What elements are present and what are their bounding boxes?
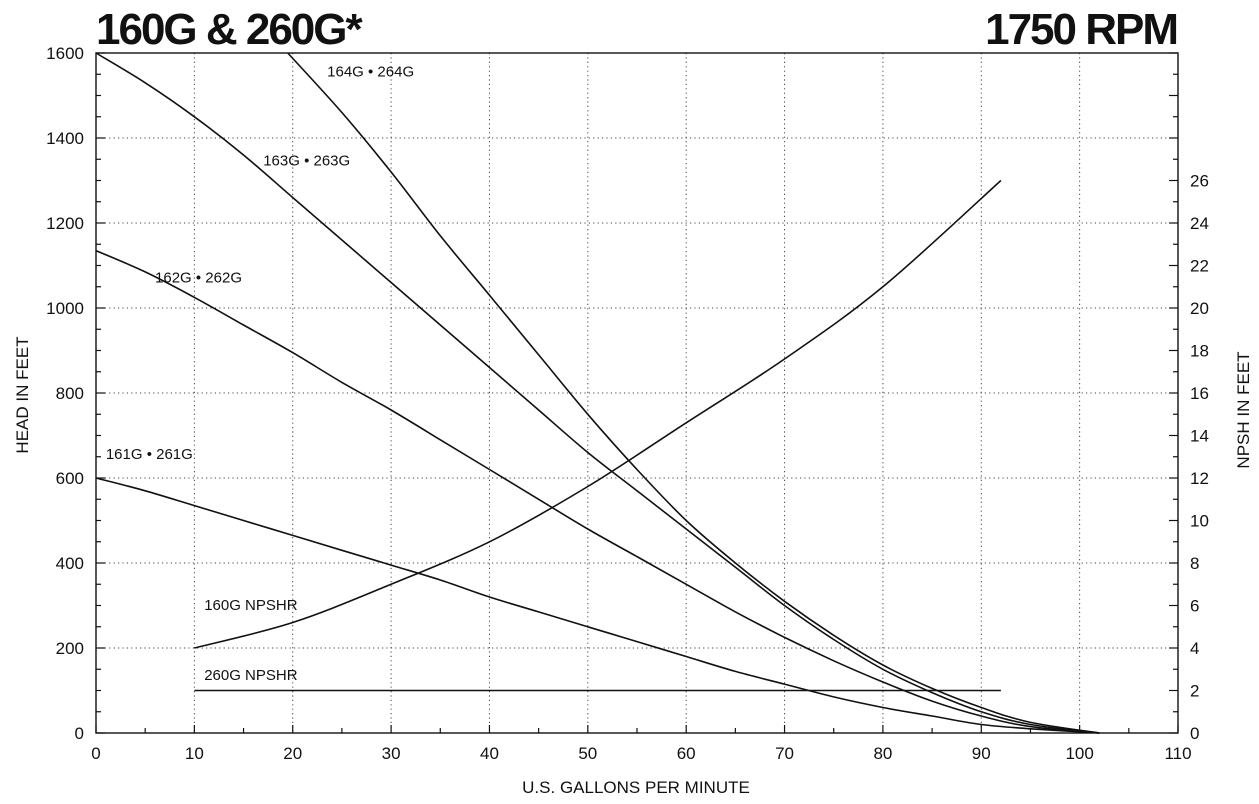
y-right-tick-label: 26 [1190,172,1209,191]
series-line-160g-npshr [194,179,1002,649]
x-tick-label: 80 [873,744,892,763]
y-left-tick-label: 1000 [46,299,84,318]
x-tick-label: 40 [480,744,499,763]
curve-label: 161G • 261G [106,446,193,463]
x-tick-label: 70 [775,744,794,763]
y-right-tick-label: 0 [1190,724,1199,743]
y-right-tick-label: 18 [1190,342,1209,361]
curve-labels: 164G • 264G 163G • 263G 162G • 262G 161G • … [106,63,414,684]
x-tick-label: 20 [283,744,302,763]
curve-label: 163G • 263G [263,153,350,170]
x-tick-label: 110 [1164,744,1191,763]
y-right-tick-label: 10 [1190,512,1209,531]
series-line-162g-262g [95,249,1100,734]
y-left-tick-label: 1200 [46,214,84,233]
series-lines [95,52,1100,734]
y-axis-label-right: NPSH IN FEET [1234,351,1253,468]
y-right-tick-label: 6 [1190,597,1199,616]
series-line-161g-261g [95,477,1100,734]
series-line-163g-263g [95,52,1100,734]
y-right-tick-label: 8 [1190,554,1199,573]
y-right-tick-label: 2 [1190,682,1199,701]
y-left-tick-label: 400 [56,554,84,573]
x-tick-label: 0 [91,744,100,763]
curve-label: 260G NPSHR [204,667,298,684]
y-right-tick-label: 24 [1190,214,1209,233]
x-axis-label: U.S. GALLONS PER MINUTE [522,778,750,797]
curve-label: 160G NPSHR [204,597,298,614]
y-left-tick-label: 0 [75,724,84,743]
curve-label: 162G • 262G [155,270,242,287]
chart-subtitle-rpm: 1750 RPM [985,5,1177,54]
series-line-164g-264g [287,52,1100,734]
y-right-tick-label: 4 [1190,639,1199,658]
y-right-tick-label: 14 [1190,427,1209,446]
y-axis-label-left: HEAD IN FEET [13,336,32,453]
grid [96,53,1178,733]
x-tick-label: 90 [972,744,991,763]
y-left-tick-label: 800 [56,384,84,403]
axis-ticks: 0 10 20 30 40 50 60 70 80 90 100 110020040060080010… [46,44,1209,763]
curve-label: 164G • 264G [327,63,414,80]
x-tick-label: 100 [1065,744,1093,763]
x-tick-label: 10 [185,744,204,763]
x-tick-label: 60 [677,744,696,763]
y-left-tick-label: 1600 [46,44,84,63]
x-tick-label: 50 [578,744,597,763]
y-left-tick-label: 1400 [46,129,84,148]
y-left-tick-label: 600 [56,469,84,488]
y-right-tick-label: 12 [1190,469,1209,488]
x-tick-label: 30 [382,744,401,763]
chart-title: 160G & 260G* [96,5,363,54]
y-left-tick-label: 200 [56,639,84,658]
y-right-tick-label: 16 [1190,384,1209,403]
y-right-tick-label: 20 [1190,299,1209,318]
y-right-tick-label: 22 [1190,257,1209,276]
